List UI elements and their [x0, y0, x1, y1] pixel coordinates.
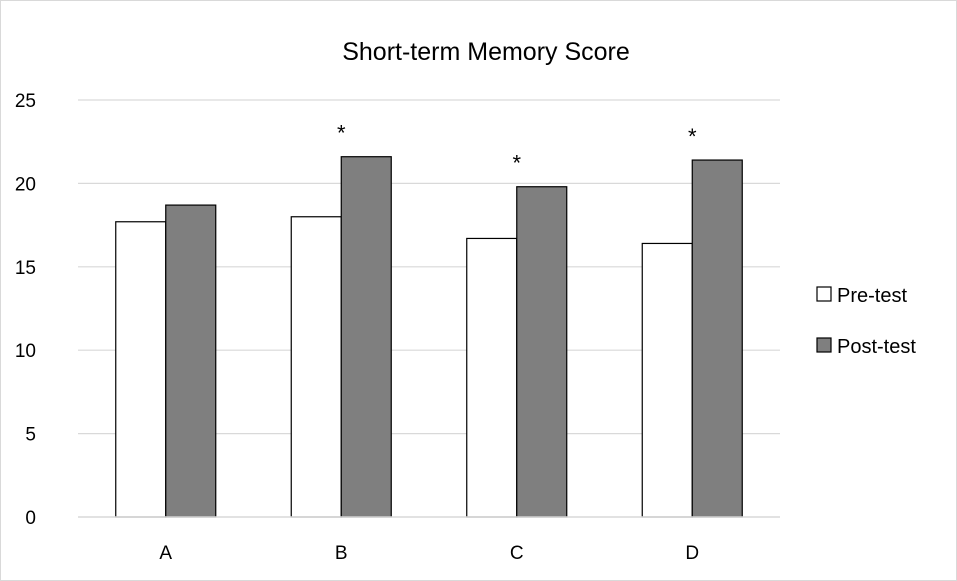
bar-post-test-c [516, 186, 568, 518]
bars [115, 156, 743, 518]
legend-swatch [816, 286, 832, 302]
bar-pre-test-d [641, 242, 693, 518]
significance-star: * [337, 121, 346, 146]
y-tick-label: 10 [15, 341, 36, 362]
bar-post-test-d [691, 159, 743, 518]
x-tick-label: B [335, 543, 348, 564]
bar-pre-test-c [466, 237, 518, 518]
x-tick-label: A [159, 543, 172, 564]
bar-post-test-a [165, 204, 217, 518]
bar-post-test-b [340, 156, 392, 518]
y-tick-label: 20 [15, 174, 36, 195]
y-tick-label: 25 [15, 91, 36, 112]
y-tick-label: 5 [25, 425, 36, 446]
y-tick-label: 0 [25, 508, 36, 529]
legend: Pre-test Post-test [816, 285, 916, 358]
significance-markers: * * * [337, 121, 697, 176]
chart-title: Short-term Memory Score [342, 38, 630, 66]
x-tick-label: D [685, 543, 699, 564]
y-axis-tick-labels: 0 5 10 15 20 25 [15, 91, 36, 529]
legend-swatch [816, 337, 832, 353]
y-tick-label: 15 [15, 258, 36, 279]
bar-pre-test-a [115, 221, 167, 518]
significance-star: * [688, 124, 697, 149]
legend-label: Post-test [837, 336, 916, 358]
legend-label: Pre-test [837, 285, 907, 307]
x-axis-tick-labels: A B C D [159, 543, 699, 564]
significance-star: * [512, 151, 521, 176]
bar-pre-test-b [290, 216, 342, 518]
x-tick-label: C [510, 543, 524, 564]
